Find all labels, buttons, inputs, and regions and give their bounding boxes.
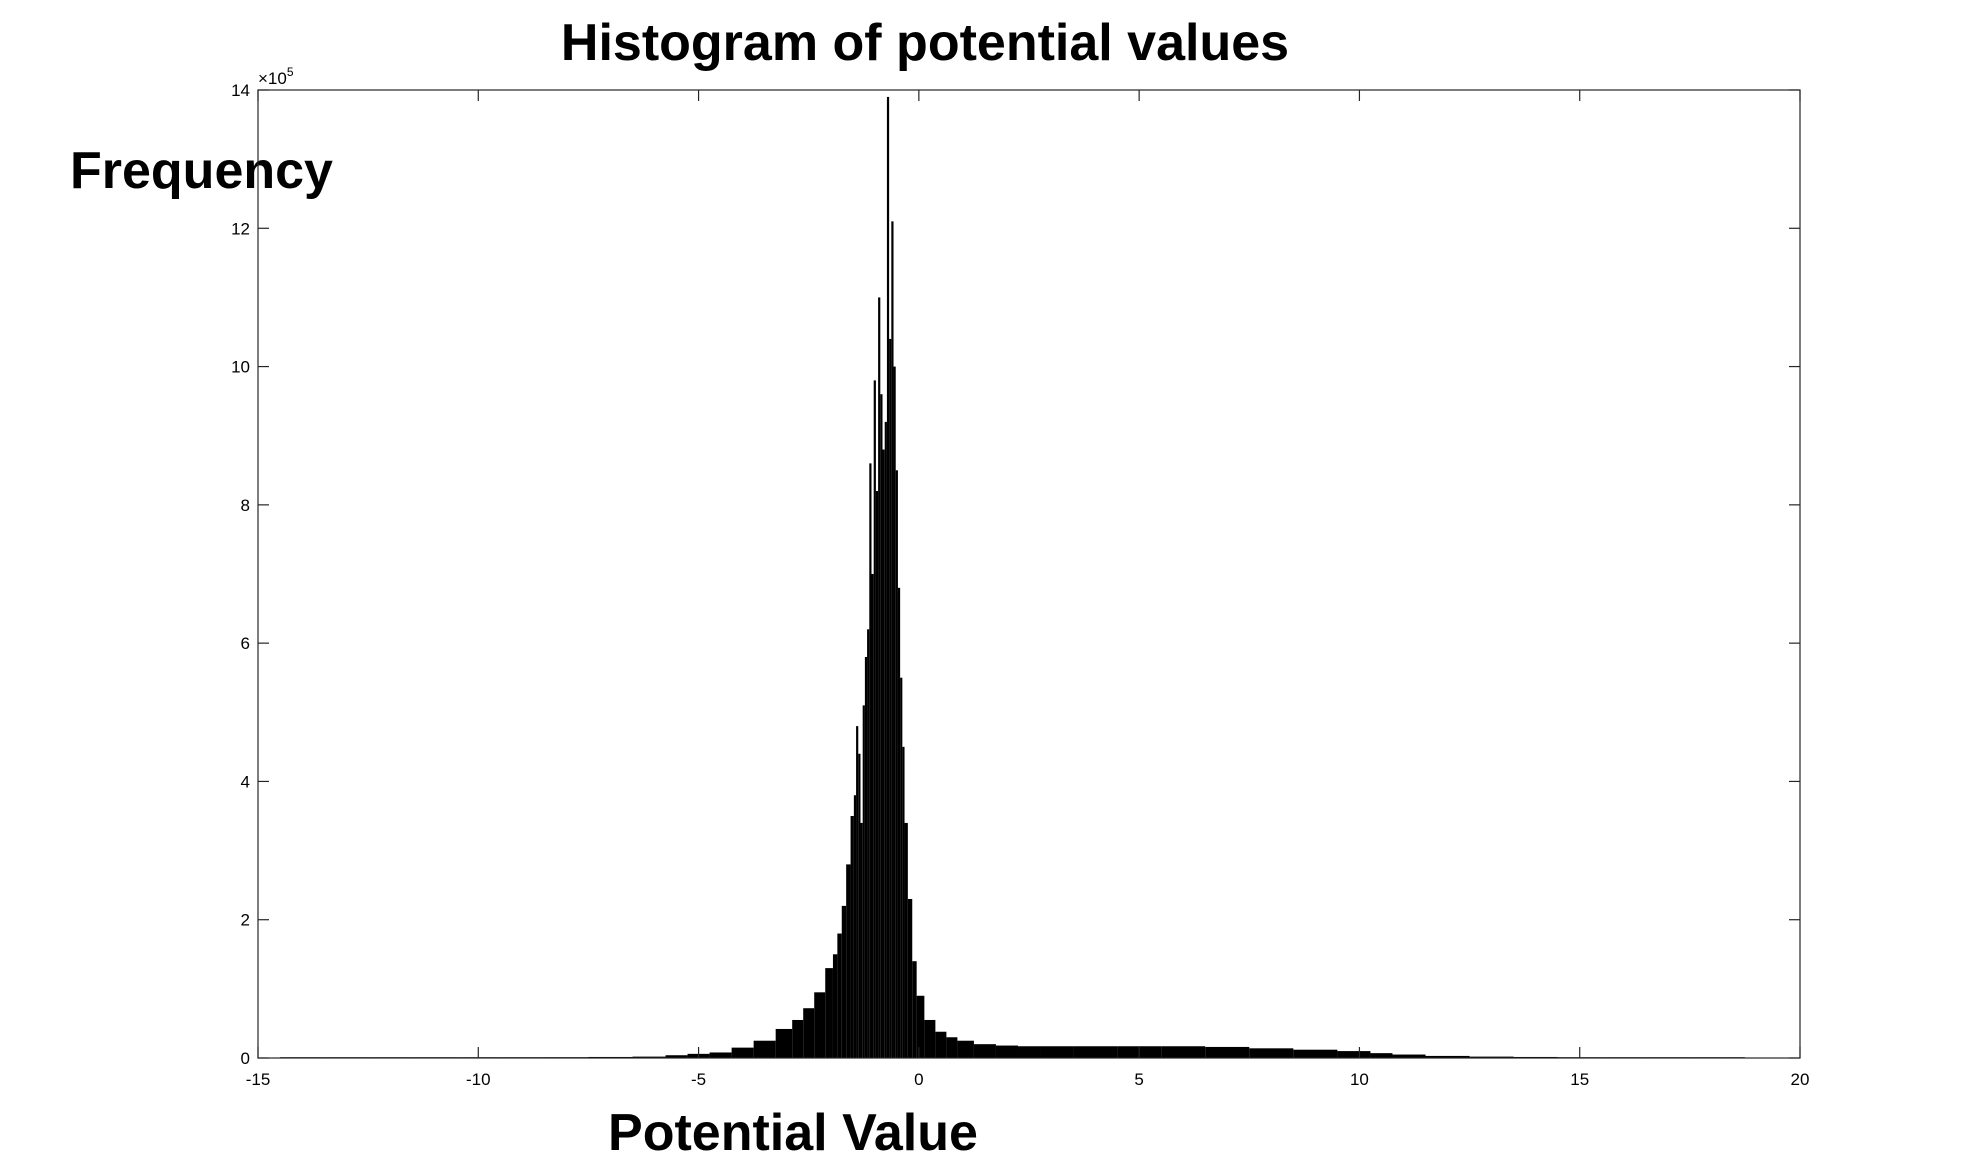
histogram-bar	[884, 421, 887, 1058]
histogram-bar	[924, 1019, 936, 1058]
histogram-bar	[878, 297, 881, 1058]
histogram-bar	[1370, 1053, 1393, 1058]
y-tick-label: 4	[241, 772, 250, 791]
histogram-bar	[825, 968, 833, 1058]
y-tick-label: 0	[241, 1049, 250, 1068]
histogram-bar	[912, 961, 917, 1058]
axis-ticks: -15 -10 -5 0 5 10 15 20 0 2 4 6 8 10 12 14	[231, 81, 1809, 1089]
histogram-bar	[1017, 1046, 1041, 1058]
x-tick-label: 5	[1134, 1070, 1143, 1089]
x-tick-label: -10	[466, 1070, 491, 1089]
histogram-bar	[1249, 1048, 1294, 1058]
histogram-bar	[1337, 1051, 1371, 1058]
histogram-bar	[891, 221, 894, 1058]
histogram-bar	[875, 491, 879, 1058]
histogram-bar	[897, 587, 901, 1058]
histogram-bar	[803, 1008, 815, 1058]
plot-frame	[257, 89, 1801, 1059]
histogram-bar	[832, 954, 838, 1058]
histogram-bar	[753, 1040, 776, 1058]
histogram-bar	[1205, 1046, 1250, 1058]
histogram-bar	[869, 463, 872, 1058]
histogram-bar	[873, 380, 876, 1058]
histogram-bar	[665, 1055, 688, 1058]
y-tick-label: 10	[231, 358, 250, 377]
histogram-bar	[862, 705, 865, 1058]
x-tick-label: 15	[1570, 1070, 1589, 1089]
histogram-bar	[1425, 1055, 1470, 1058]
histogram-bar	[893, 366, 896, 1059]
histogram-bar	[850, 816, 854, 1058]
histogram-bar	[1293, 1049, 1338, 1058]
histogram-bar	[792, 1019, 804, 1058]
histogram-bar	[709, 1052, 732, 1058]
histogram-bar	[902, 746, 905, 1058]
histogram-bar	[973, 1044, 996, 1058]
x-tick-label: 10	[1350, 1070, 1369, 1089]
y-axis-multiplier-base: ×10	[258, 69, 287, 88]
histogram-bar	[775, 1028, 793, 1058]
y-tick-label: 12	[231, 219, 250, 238]
x-axis-label: Potential Value	[608, 1104, 978, 1162]
histogram-bar	[1161, 1046, 1206, 1058]
histogram-bar	[731, 1047, 754, 1058]
histogram-bar	[841, 905, 847, 1058]
histogram-bar	[895, 470, 898, 1058]
histogram-bar	[864, 656, 868, 1058]
x-tick-label: -5	[691, 1070, 706, 1089]
histogram-bar	[856, 726, 859, 1058]
y-tick-label: 14	[231, 81, 250, 100]
histogram-bar	[916, 995, 925, 1058]
histogram-bar	[1392, 1054, 1426, 1058]
y-axis-multiplier: ×105	[258, 65, 294, 88]
x-tick-label: 20	[1791, 1070, 1810, 1089]
histogram-bar	[900, 677, 903, 1058]
histogram-bar	[846, 864, 851, 1058]
histogram-bar	[632, 1056, 666, 1058]
histogram-bar	[880, 394, 883, 1058]
histogram-bar	[1469, 1056, 1514, 1058]
histogram-bar	[871, 574, 874, 1058]
y-axis-label: Frequency	[70, 142, 333, 200]
histogram-bar	[1040, 1046, 1074, 1058]
histogram-bar	[867, 629, 870, 1058]
histogram-bar	[957, 1040, 974, 1058]
histogram-bar	[907, 898, 913, 1058]
histogram-bar	[860, 822, 863, 1058]
histogram-bar	[1073, 1046, 1118, 1058]
chart-title: Histogram of potential values	[561, 14, 1289, 72]
histogram-bar	[886, 96, 890, 1058]
x-tick-label: -15	[246, 1070, 271, 1089]
histogram-bar	[889, 338, 892, 1058]
histogram-bar	[995, 1045, 1018, 1058]
y-axis-multiplier-exponent: 5	[287, 65, 294, 79]
y-tick-label: 8	[241, 496, 250, 515]
histogram-bar	[814, 992, 826, 1058]
histogram-bar	[935, 1031, 947, 1058]
y-tick-label: 2	[241, 911, 250, 930]
histogram-bar	[904, 822, 908, 1058]
y-tick-label: 6	[241, 634, 250, 653]
histogram-bar	[946, 1037, 958, 1058]
histogram-bar	[837, 933, 842, 1058]
histogram-bars	[280, 96, 1745, 1059]
histogram-bar	[853, 795, 857, 1058]
histogram-bar	[858, 753, 861, 1058]
histogram-bar	[882, 449, 885, 1058]
x-tick-label: 0	[914, 1070, 923, 1089]
